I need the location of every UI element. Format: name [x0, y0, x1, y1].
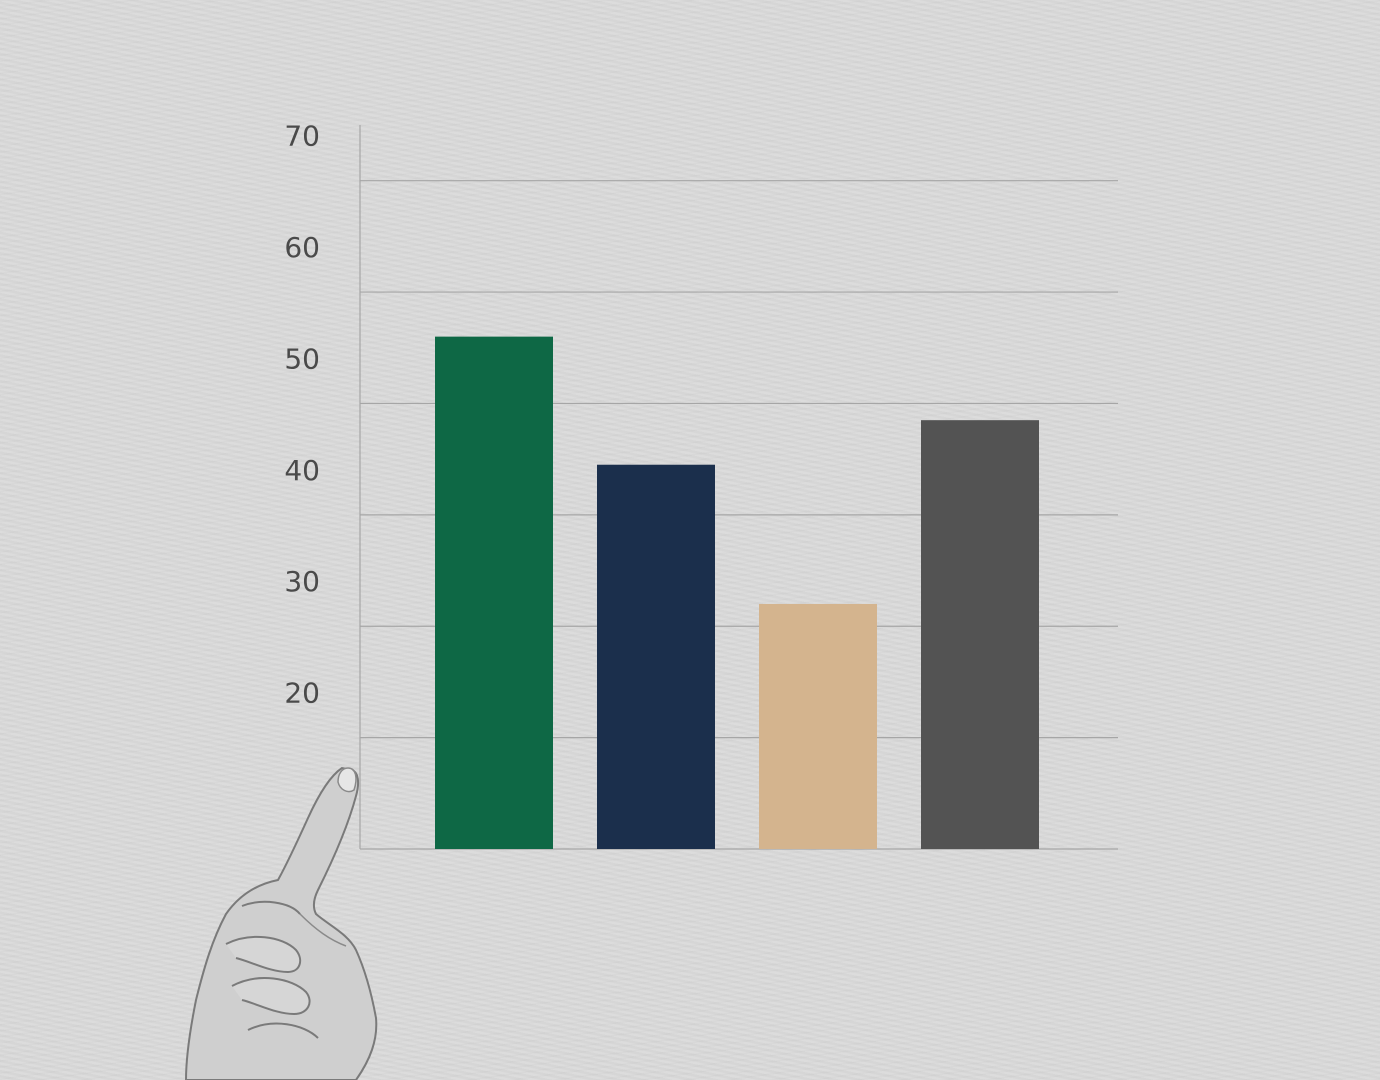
y-tick-label: 60: [284, 231, 320, 264]
y-tick-label: 20: [284, 677, 320, 710]
bar: [921, 420, 1039, 849]
y-tick-label: 30: [284, 565, 320, 598]
bar: [759, 603, 877, 849]
bar: [435, 336, 553, 850]
y-tick-label: 70: [284, 120, 320, 153]
pointing-hand-icon: [184, 766, 378, 1080]
y-tick-label: 40: [284, 454, 320, 487]
y-tick-labels: 20 30 40 50 60 70: [284, 120, 320, 710]
bars: [435, 336, 1039, 850]
y-tick-label: 50: [284, 342, 320, 375]
bar: [597, 464, 715, 849]
